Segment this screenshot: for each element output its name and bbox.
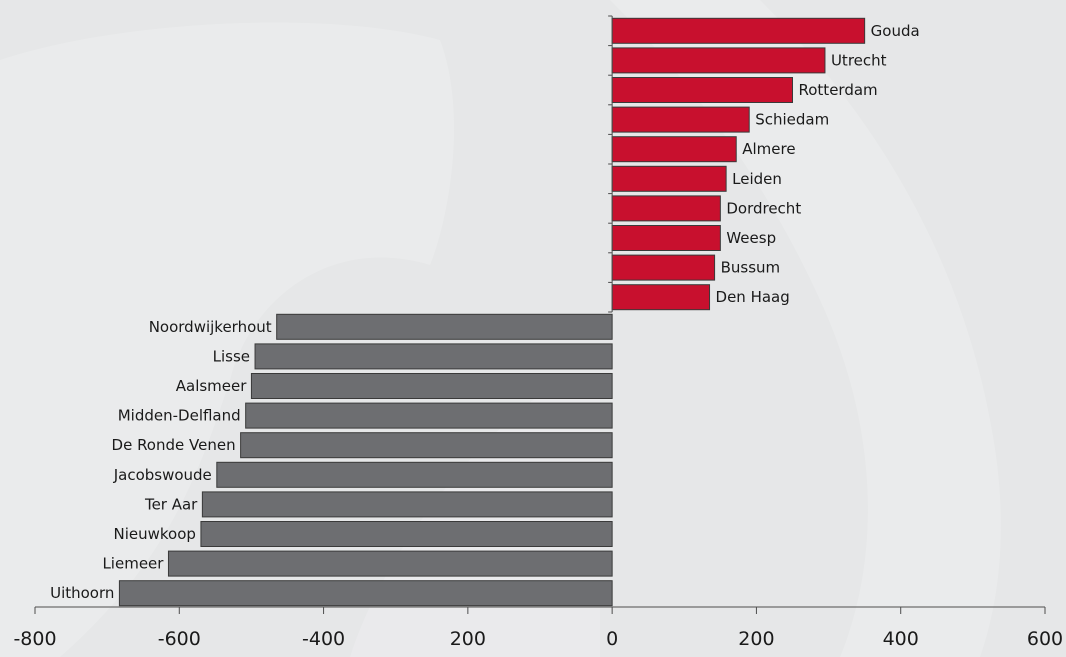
bar [611, 284, 711, 311]
background-shape [0, 22, 454, 657]
x-tick-label: -600 [158, 628, 201, 650]
bar [611, 106, 750, 133]
bar [611, 136, 737, 163]
background-shape [610, 0, 1001, 657]
bar [611, 225, 721, 251]
bar [611, 47, 826, 74]
bar-label: Lisse [213, 347, 250, 365]
bar [611, 77, 794, 103]
x-tick-label: 200 [738, 628, 774, 650]
bars [118, 17, 866, 607]
bar [200, 521, 613, 547]
bar [611, 195, 721, 222]
x-tick-label: 200 [450, 628, 486, 650]
bar [611, 254, 716, 281]
bar-label: Den Haag [716, 288, 790, 306]
bar-label: Utrecht [831, 51, 887, 69]
x-tick-label: -800 [13, 628, 56, 650]
bar [167, 550, 613, 577]
bar-label: Rotterdam [799, 81, 878, 99]
bar [250, 373, 613, 399]
bar [254, 343, 613, 370]
bar-label: Noordwijkerhout [149, 318, 272, 336]
x-tick-label: 600 [1027, 628, 1063, 650]
bar-label: Aalsmeer [176, 377, 248, 395]
bar-label: Liemeer [102, 555, 164, 573]
bar-label: Jacobswoude [113, 466, 212, 484]
x-tick-label: 400 [883, 628, 919, 650]
bar [611, 17, 866, 44]
bar [118, 580, 613, 607]
axes: -800 -600 -400 200 0 200 400 600 [13, 15, 1063, 650]
bar-label: Ter Aar [144, 495, 198, 513]
bar-label: Almere [742, 140, 795, 158]
bar-label: Schiedam [755, 111, 829, 129]
bar [276, 313, 613, 340]
bar-label: Leiden [732, 170, 782, 188]
bar-label: Uithoorn [50, 584, 114, 602]
bar-label: Gouda [871, 22, 920, 40]
x-tick-label: -400 [302, 628, 345, 650]
bar-label: Midden-Delfland [118, 407, 241, 425]
bar [611, 165, 727, 192]
bar-label: Dordrecht [726, 199, 801, 217]
bar-label: Weesp [726, 229, 776, 247]
bar [216, 461, 613, 488]
bar [245, 402, 613, 429]
bar [240, 432, 613, 459]
bar-labels: Gouda Utrecht Rotterdam Schiedam Almere Leide… [50, 22, 920, 602]
x-tick-label: 0 [606, 628, 618, 650]
bar-label: Nieuwkoop [114, 525, 196, 543]
bar-label: De Ronde Venen [112, 436, 236, 454]
bar-label: Bussum [721, 259, 781, 277]
bar [201, 491, 613, 518]
